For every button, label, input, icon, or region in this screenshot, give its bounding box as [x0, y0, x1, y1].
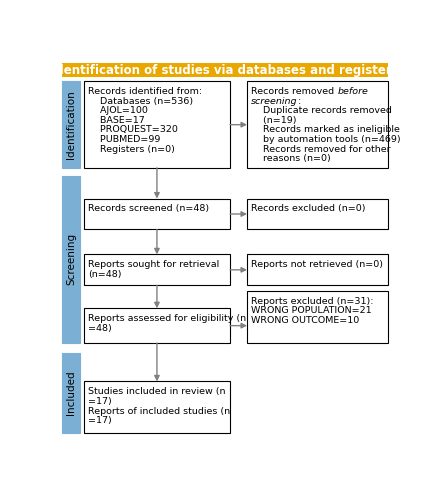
FancyBboxPatch shape [84, 308, 230, 343]
Text: =48): =48) [88, 324, 111, 332]
Text: Reports sought for retrieval: Reports sought for retrieval [88, 260, 219, 269]
Text: screening: screening [251, 96, 297, 106]
Text: Reports assessed for eligibility (n: Reports assessed for eligibility (n [88, 314, 245, 323]
Text: Records excluded (n=0): Records excluded (n=0) [251, 204, 365, 214]
Text: :: : [297, 96, 300, 106]
FancyBboxPatch shape [247, 81, 387, 168]
FancyBboxPatch shape [247, 254, 387, 285]
FancyBboxPatch shape [61, 81, 80, 168]
Text: before: before [336, 87, 367, 96]
Text: Reports not retrieved (n=0): Reports not retrieved (n=0) [251, 260, 382, 269]
Text: Included: Included [66, 370, 76, 416]
Text: PROQUEST=320: PROQUEST=320 [88, 126, 177, 134]
Text: Registers (n=0): Registers (n=0) [88, 144, 174, 154]
Text: =17): =17) [88, 397, 111, 406]
Text: PUBMED=99: PUBMED=99 [88, 135, 160, 144]
FancyBboxPatch shape [61, 62, 387, 78]
Text: Records marked as ineligible: Records marked as ineligible [251, 126, 399, 134]
FancyBboxPatch shape [84, 382, 230, 434]
Text: Records removed for other: Records removed for other [251, 144, 390, 154]
Text: Reports of included studies (n: Reports of included studies (n [88, 406, 230, 416]
FancyBboxPatch shape [84, 198, 230, 230]
FancyBboxPatch shape [247, 291, 387, 343]
Text: Identification: Identification [66, 90, 76, 159]
Text: Duplicate records removed: Duplicate records removed [251, 106, 391, 115]
Text: (n=19): (n=19) [251, 116, 296, 125]
FancyBboxPatch shape [84, 254, 230, 285]
Text: =17): =17) [88, 416, 111, 425]
Text: Screening: Screening [66, 233, 76, 285]
Text: WRONG OUTCOME=10: WRONG OUTCOME=10 [251, 316, 359, 325]
FancyBboxPatch shape [61, 176, 80, 343]
Text: BASE=17: BASE=17 [88, 116, 144, 125]
Text: (n=48): (n=48) [88, 270, 121, 279]
Text: Records screened (n=48): Records screened (n=48) [88, 204, 208, 214]
Text: AJOL=100: AJOL=100 [88, 106, 148, 115]
FancyBboxPatch shape [84, 81, 230, 168]
Text: Studies included in review (n: Studies included in review (n [88, 387, 225, 396]
Text: by automation tools (n=469): by automation tools (n=469) [251, 135, 400, 144]
Text: reasons (n=0): reasons (n=0) [251, 154, 330, 164]
FancyBboxPatch shape [61, 352, 80, 434]
Text: WRONG POPULATION=21: WRONG POPULATION=21 [251, 306, 371, 316]
Text: Reports excluded (n=31):: Reports excluded (n=31): [251, 297, 373, 306]
Text: Databases (n=536): Databases (n=536) [88, 96, 193, 106]
Text: Records removed: Records removed [251, 87, 336, 96]
Text: Records identified from:: Records identified from: [88, 87, 201, 96]
Text: Identification of studies via databases and registers: Identification of studies via databases … [51, 64, 398, 76]
FancyBboxPatch shape [247, 198, 387, 230]
